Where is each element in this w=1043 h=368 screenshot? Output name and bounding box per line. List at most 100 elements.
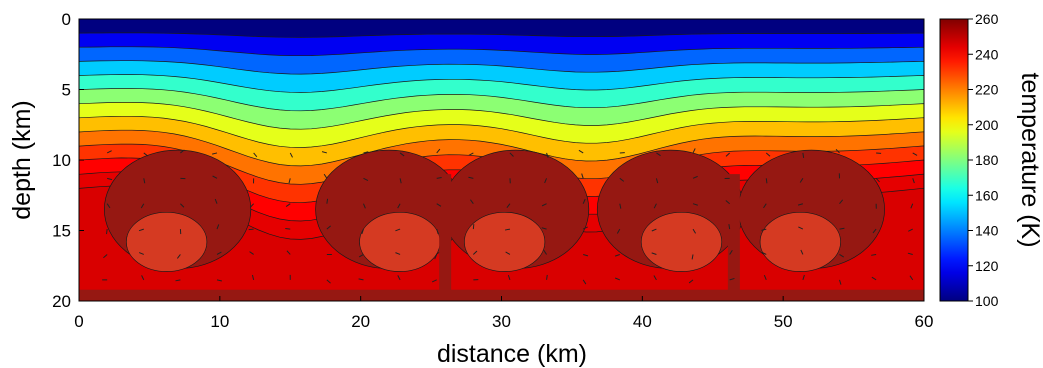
x-tick-label: 30: [492, 312, 511, 331]
velocity-arrow: [578, 149, 584, 154]
velocity-arrow: [871, 253, 877, 256]
velocity-arrow: [504, 228, 511, 231]
convection-cell-swirl: [640, 211, 723, 272]
x-tick-label: 50: [774, 312, 793, 331]
velocity-arrow: [616, 228, 621, 234]
velocity-arrow: [180, 149, 185, 154]
velocity-arrow: [765, 178, 768, 184]
colorbar-tick-label: 200: [975, 117, 999, 133]
x-axis-label: distance (km): [437, 340, 587, 368]
velocity-arrow: [436, 148, 441, 154]
velocity-arrow: [285, 227, 291, 230]
velocity-arrow: [397, 203, 401, 209]
velocity-arrow: [872, 228, 877, 234]
velocity-arrow: [729, 277, 735, 281]
velocity-arrow: [799, 178, 804, 183]
colorbar-tick-label: 140: [975, 223, 999, 239]
velocity-arrow: [326, 198, 329, 204]
velocity-arrow: [326, 225, 331, 230]
velocity-arrow: [106, 203, 111, 209]
velocity-arrow: [839, 227, 845, 230]
velocity-arrow: [908, 228, 913, 232]
x-tick-label: 60: [915, 312, 934, 331]
velocity-arrow: [436, 228, 439, 235]
velocity-arrow: [140, 203, 145, 209]
x-tick-label: 0: [74, 312, 83, 331]
upwelling-column: [727, 174, 740, 301]
velocity-arrow: [106, 229, 108, 235]
velocity-arrow: [839, 279, 842, 285]
velocity-arrow: [544, 178, 548, 184]
velocity-arrow: [729, 249, 733, 255]
velocity-arrow: [692, 228, 697, 234]
convection-cell-swirl: [125, 211, 208, 272]
velocity-arrow: [216, 224, 220, 230]
velocity-arrow: [212, 175, 218, 179]
velocity-arrow: [214, 198, 218, 204]
y-tick-label: 20: [52, 292, 71, 311]
velocity-arrow: [288, 178, 291, 184]
colorbar-tick-label: 100: [975, 293, 999, 309]
velocity-arrow: [582, 279, 587, 285]
y-tick-label: 5: [62, 81, 71, 100]
velocity-arrow: [619, 203, 622, 209]
velocity-arrow: [436, 177, 442, 179]
upwelling-column: [439, 174, 452, 301]
velocity-arrow: [614, 253, 620, 257]
y-tick-label: 0: [62, 10, 71, 29]
colorbar-tick-label: 120: [975, 258, 999, 274]
velocity-arrow: [216, 251, 222, 255]
velocity-arrow: [395, 252, 401, 255]
velocity-arrow: [909, 275, 914, 281]
velocity-arrow: [399, 178, 402, 184]
velocity-arrow: [103, 254, 108, 259]
velocity-arrow: [582, 226, 588, 230]
x-axis-ticks: 0 10 20 30 40 50 60: [74, 296, 933, 331]
velocity-arrow: [468, 152, 474, 156]
velocity-arrow: [363, 203, 366, 209]
velocity-arrow: [509, 152, 514, 157]
colorbar-tick-label: 240: [975, 46, 999, 62]
velocity-arrow: [285, 203, 291, 207]
velocity-arrow: [688, 279, 694, 284]
velocity-arrow: [358, 278, 364, 281]
velocity-arrow: [653, 203, 657, 209]
velocity-arrow: [249, 203, 255, 208]
velocity-arrow: [216, 279, 223, 282]
velocity-arrow: [655, 178, 659, 184]
velocity-arrow: [912, 178, 915, 184]
velocity-arrow: [765, 152, 771, 157]
velocity-arrow: [907, 252, 913, 255]
velocity-arrow: [505, 251, 511, 255]
velocity-arrow: [800, 249, 804, 255]
velocity-arrow: [507, 274, 511, 281]
x-tick-label: 10: [210, 312, 229, 331]
velocity-arrow: [692, 148, 696, 154]
colorbar-label: temperature (K): [1016, 72, 1043, 247]
velocity-arrow: [358, 254, 364, 258]
velocity-arrow: [141, 275, 145, 281]
velocity-arrow: [321, 151, 328, 154]
velocity-arrow: [253, 152, 258, 158]
colorbar: [939, 18, 969, 302]
velocity-arrow: [910, 203, 914, 209]
velocity-arrow: [541, 203, 547, 207]
velocity-arrow: [399, 152, 405, 157]
velocity-arrow: [180, 203, 185, 208]
velocity-arrow: [249, 251, 254, 255]
bottom-boundary-layer: [79, 289, 924, 301]
velocity-arrow: [581, 173, 584, 179]
velocity-arrow: [761, 228, 767, 231]
velocity-arrow: [582, 198, 586, 204]
colorbar-tick-label: 160: [975, 187, 999, 203]
velocity-arrow: [107, 177, 113, 181]
velocity-arrow: [614, 277, 620, 281]
velocity-arrow: [763, 275, 767, 281]
velocity-arrow: [839, 199, 844, 205]
velocity-arrow: [289, 152, 293, 158]
x-tick-label: 20: [351, 312, 370, 331]
velocity-arrow: [546, 274, 548, 280]
velocity-arrow: [875, 177, 880, 183]
y-tick-label: 15: [52, 222, 71, 241]
